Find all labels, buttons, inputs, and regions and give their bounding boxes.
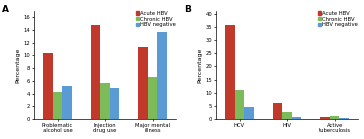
Bar: [273, 103, 282, 119]
Bar: [235, 90, 244, 119]
Legend: Acute HBV, Chronic HBV, HBV negative: Acute HBV, Chronic HBV, HBV negative: [135, 10, 177, 28]
Text: B: B: [185, 6, 191, 14]
Bar: [91, 25, 100, 119]
Text: A: A: [3, 6, 9, 14]
Bar: [320, 117, 330, 119]
Bar: [53, 92, 62, 119]
Bar: [148, 77, 157, 119]
Bar: [292, 117, 301, 119]
Bar: [339, 118, 349, 119]
Bar: [282, 112, 292, 119]
Bar: [138, 47, 148, 119]
Y-axis label: Percentage: Percentage: [198, 47, 203, 83]
Y-axis label: Percentage: Percentage: [16, 47, 21, 83]
Bar: [62, 86, 72, 119]
Bar: [157, 32, 167, 119]
Bar: [330, 116, 339, 119]
Bar: [225, 25, 235, 119]
Legend: Acute HBV, Chronic HBV, HBV negative: Acute HBV, Chronic HBV, HBV negative: [317, 10, 359, 28]
Bar: [244, 107, 254, 119]
Bar: [100, 83, 110, 119]
Bar: [43, 53, 53, 119]
Bar: [110, 88, 119, 119]
